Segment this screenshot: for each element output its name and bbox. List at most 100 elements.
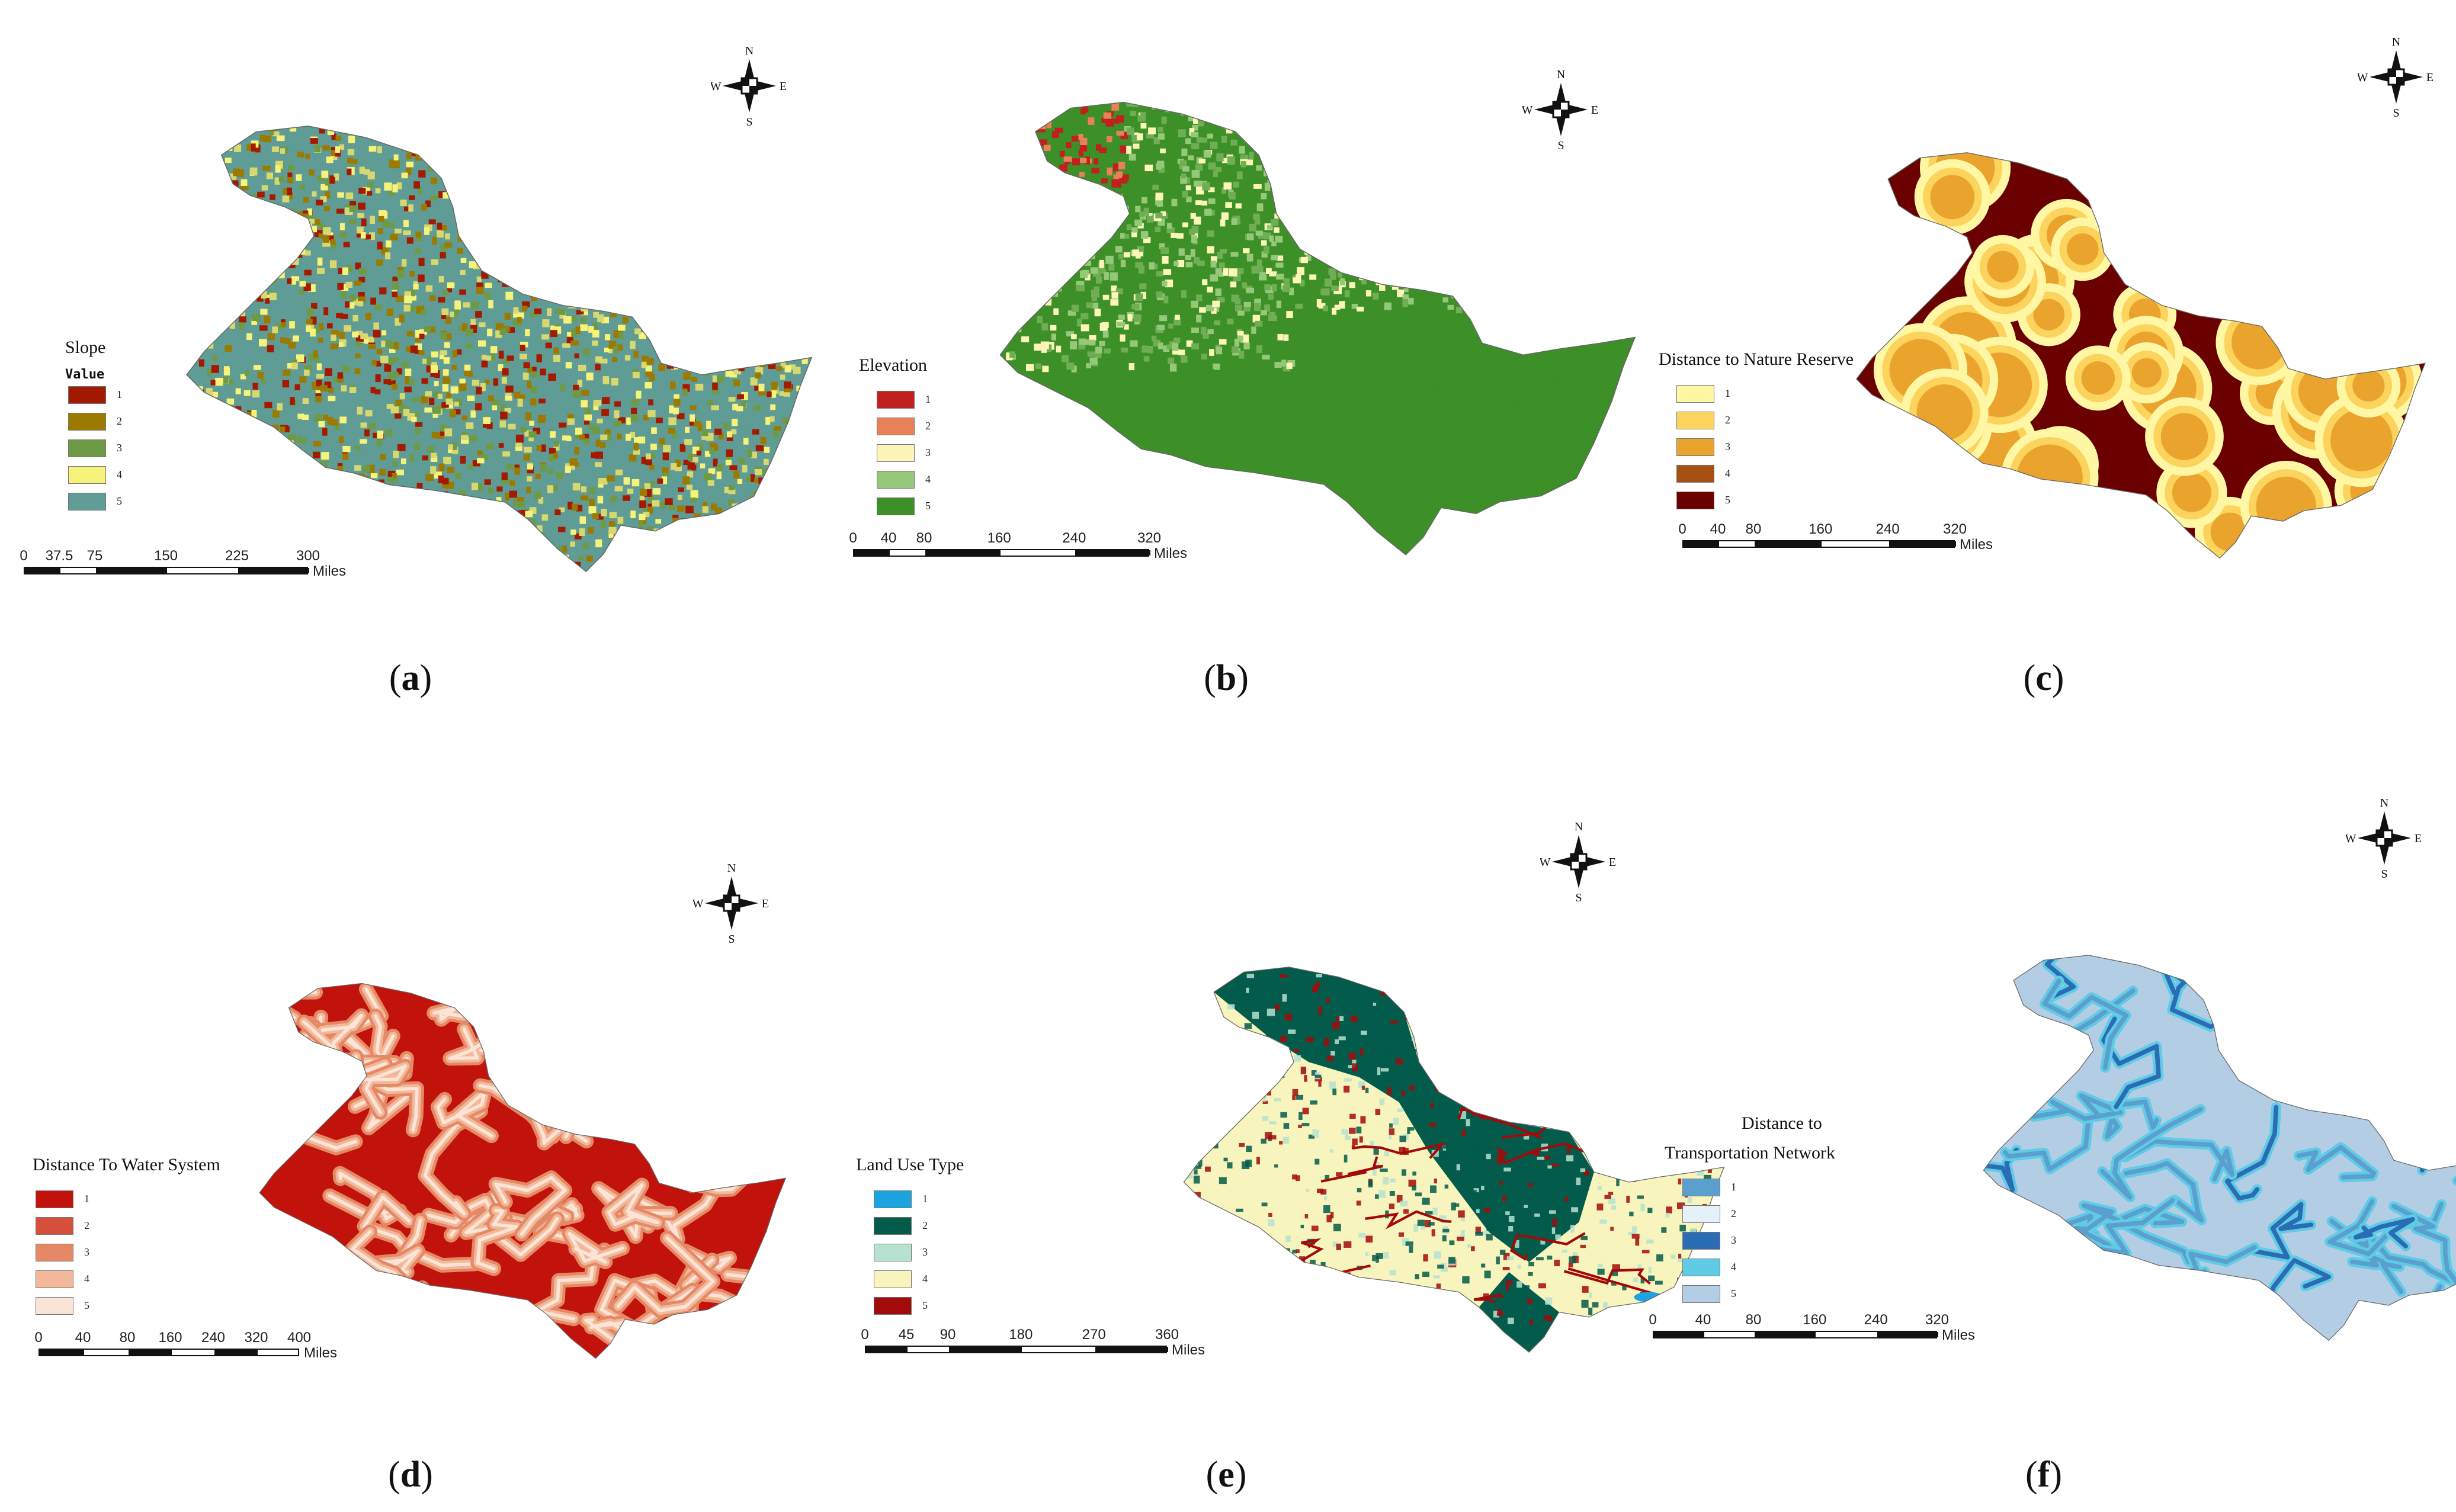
compass-e-label: E bbox=[1609, 856, 1616, 869]
scale-tick-label: 0 bbox=[34, 1330, 43, 1346]
legend-swatch bbox=[877, 391, 915, 409]
compass-n-label: N bbox=[1575, 820, 1583, 833]
compass-w-label: W bbox=[693, 897, 704, 910]
scale-tick-label: 270 bbox=[1082, 1327, 1106, 1343]
scale-tick-label: 0 bbox=[861, 1327, 869, 1343]
legend-label: 3 bbox=[1731, 1234, 1736, 1246]
compass-s-label: S bbox=[2393, 107, 2399, 120]
compass-s-label: S bbox=[1575, 891, 1582, 904]
legend-swatch bbox=[68, 493, 106, 511]
legend-swatch bbox=[36, 1217, 73, 1235]
legend-label: 4 bbox=[922, 1273, 928, 1285]
scale-tick-label: 320 bbox=[1925, 1312, 1950, 1328]
legend-swatch bbox=[1676, 465, 1714, 483]
scale-tick-label: 240 bbox=[1062, 530, 1086, 546]
north-arrow-icon: N S W E bbox=[1540, 817, 1617, 906]
north-arrow-icon: N S W E bbox=[1522, 65, 1599, 154]
legend-label: 2 bbox=[1731, 1208, 1736, 1219]
legend-label: 1 bbox=[1725, 387, 1730, 399]
panel-caption: (b) bbox=[1204, 658, 1249, 698]
scale-bar-track bbox=[39, 1349, 299, 1356]
scale-tick-label: 40 bbox=[75, 1330, 91, 1346]
scale-tick-label: 150 bbox=[153, 548, 178, 564]
legend-swatch bbox=[1682, 1179, 1720, 1196]
legend-label: 3 bbox=[1725, 441, 1730, 452]
scale-units: Miles bbox=[1942, 1327, 1976, 1343]
legend-label: 4 bbox=[1725, 467, 1730, 479]
scale-tick-label: 160 bbox=[987, 530, 1011, 546]
legend-subtitle: Value bbox=[65, 367, 105, 382]
legend-label: 2 bbox=[925, 420, 931, 432]
region-map-b bbox=[999, 101, 1636, 556]
legend-title: Elevation bbox=[859, 355, 927, 375]
compass-w-label: W bbox=[2358, 71, 2368, 84]
scale-units: Miles bbox=[1960, 537, 1993, 553]
compass-w-label: W bbox=[1522, 104, 1533, 117]
panel-caption: (a) bbox=[389, 658, 432, 698]
compass-e-label: E bbox=[762, 897, 769, 910]
legend-swatch bbox=[874, 1190, 912, 1208]
scale-tick-label: 320 bbox=[1137, 530, 1162, 546]
scale-tick-label: 225 bbox=[225, 548, 249, 564]
region-map-d bbox=[259, 983, 787, 1359]
panel-caption: (c) bbox=[2023, 658, 2064, 698]
scale-tick-label: 45 bbox=[898, 1327, 915, 1343]
compass-w-label: W bbox=[2346, 832, 2356, 845]
scale-units: Miles bbox=[1172, 1342, 1205, 1358]
scale-tick-label: 80 bbox=[1745, 521, 1762, 537]
legend-title: Land Use Type bbox=[856, 1155, 964, 1174]
legend-label: 4 bbox=[1731, 1261, 1736, 1273]
legend-label: 5 bbox=[922, 1299, 928, 1311]
region-map-a bbox=[186, 126, 813, 573]
legend-swatch bbox=[68, 439, 106, 457]
region-map-e bbox=[1183, 967, 1725, 1353]
legend-swatch bbox=[877, 471, 915, 489]
legend-swatch bbox=[874, 1297, 912, 1315]
scale-bar-track bbox=[1682, 540, 1956, 548]
scale-tick-label: 0 bbox=[20, 548, 28, 564]
legend-swatch bbox=[36, 1244, 73, 1261]
scale-units: Miles bbox=[313, 563, 347, 579]
compass-n-label: N bbox=[2392, 36, 2400, 49]
legend-swatch bbox=[1682, 1285, 1720, 1303]
compass-e-label: E bbox=[1591, 104, 1598, 117]
scale-tick-label: 360 bbox=[1155, 1327, 1179, 1343]
scale-tick-label: 40 bbox=[1695, 1312, 1711, 1328]
scale-tick-label: 40 bbox=[1710, 521, 1726, 537]
compass-e-label: E bbox=[2426, 71, 2433, 84]
compass-n-label: N bbox=[727, 862, 736, 875]
scale-bar-track bbox=[1653, 1331, 1938, 1338]
legend-label: 5 bbox=[925, 500, 931, 512]
legend-label: 3 bbox=[84, 1246, 89, 1258]
compass-w-label: W bbox=[711, 80, 722, 93]
north-arrow-icon: N S W E bbox=[2357, 33, 2435, 121]
legend-title-line-2: Transportation Network bbox=[1665, 1143, 1836, 1163]
legend-swatch bbox=[1682, 1259, 1720, 1276]
legend-label: 4 bbox=[84, 1273, 89, 1285]
legend-swatch bbox=[1682, 1205, 1720, 1223]
scale-tick-label: 40 bbox=[880, 530, 897, 546]
legend-title: Distance to bbox=[1742, 1113, 1822, 1133]
legend-swatch bbox=[874, 1270, 912, 1288]
legend-swatch bbox=[1682, 1232, 1720, 1250]
scale-tick-label: 160 bbox=[1809, 521, 1833, 537]
legend-swatch bbox=[1676, 385, 1714, 403]
north-arrow-icon: N S W E bbox=[2345, 794, 2423, 882]
legend-swatch bbox=[68, 413, 106, 431]
legend-label: 5 bbox=[1731, 1288, 1736, 1299]
scale-tick-label: 0 bbox=[849, 530, 857, 546]
legend-swatch bbox=[1676, 438, 1714, 456]
north-arrow-icon: N S W E bbox=[710, 41, 788, 130]
compass-e-label: E bbox=[780, 80, 787, 93]
scale-units: Miles bbox=[1154, 545, 1188, 561]
scale-tick-label: 37.5 bbox=[45, 548, 73, 564]
panel-caption: (d) bbox=[388, 1455, 433, 1495]
legend-swatch bbox=[877, 497, 915, 515]
scale-tick-label: 300 bbox=[296, 548, 320, 564]
compass-n-label: N bbox=[745, 44, 754, 57]
scale-tick-label: 160 bbox=[1803, 1312, 1827, 1328]
legend-swatch bbox=[877, 418, 915, 435]
legend-label: 2 bbox=[1725, 414, 1730, 426]
legend-label: 5 bbox=[84, 1299, 89, 1311]
